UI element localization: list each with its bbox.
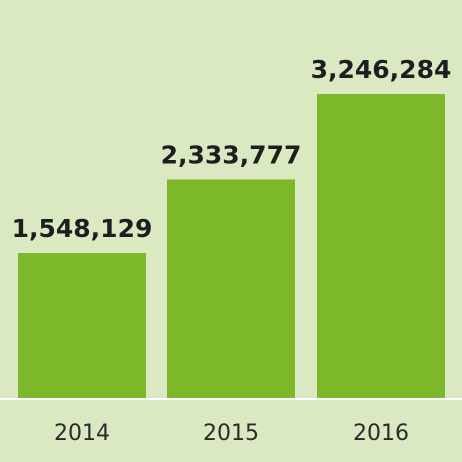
bar [317, 94, 445, 398]
value-label: 2,333,777 [161, 140, 302, 169]
bar [167, 179, 295, 398]
value-label: 1,548,129 [12, 214, 153, 243]
x-tick-label: 2016 [353, 421, 409, 446]
value-label: 3,246,284 [311, 55, 452, 84]
x-tick-label: 2014 [54, 421, 110, 446]
x-tick-label: 2015 [203, 421, 259, 446]
bar [18, 253, 146, 398]
